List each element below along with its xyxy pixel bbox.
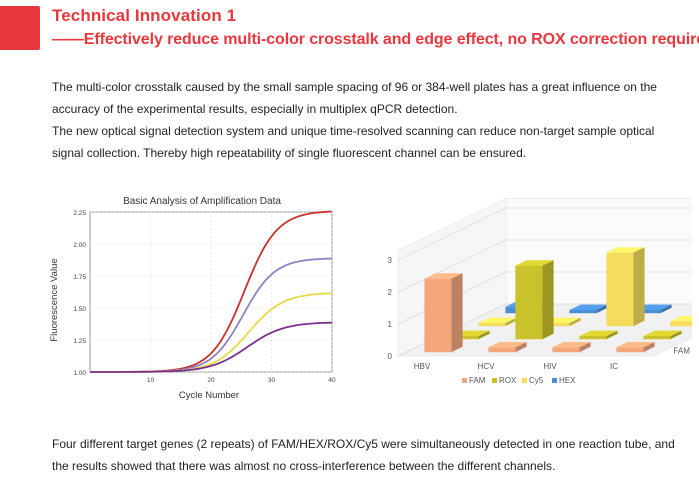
series-depth-label: FAM	[674, 347, 691, 356]
bar-rox-hcv	[515, 260, 554, 340]
z-tick-label: 3	[388, 256, 393, 265]
z-tick-label: 0	[388, 352, 393, 361]
legend-swatch	[492, 378, 497, 383]
legend-label: Cy5	[529, 376, 544, 385]
x-tick-label: 10	[147, 377, 155, 384]
page-title: Technical Innovation 1	[52, 6, 237, 25]
category-label: IC	[610, 362, 618, 371]
y-tick-label: 2.00	[73, 242, 86, 249]
x-axis-label: Cycle Number	[179, 390, 239, 401]
intro-paragraph: The multi-color crosstalk caused by the …	[52, 80, 657, 116]
category-label: HIV	[543, 362, 557, 371]
bar-cy5-ic	[670, 316, 692, 327]
y-tick-label: 2.25	[73, 210, 86, 217]
bar-hex-hcv	[569, 304, 608, 314]
bar-cy5-hiv	[606, 247, 645, 327]
y-tick-label: 1.50	[73, 306, 86, 313]
bar-fam-hiv	[552, 342, 591, 353]
y-tick-label: 1.75	[73, 274, 86, 281]
page-subtitle: ——Effectively reduce multi-color crossta…	[52, 31, 699, 48]
chart-title: Basic Analysis of Amplification Data	[123, 196, 281, 207]
x-tick-label: 30	[268, 377, 276, 384]
legend-swatch	[522, 378, 527, 383]
bar-cy5-hbv	[478, 317, 517, 327]
plot-area: 0123HBVHCVHIVICFAMROXCy5HEXFAMROXCy5HEX	[388, 197, 692, 385]
bar-fam-hbv	[424, 273, 463, 353]
detection-paragraph: The new optical signal detection system …	[52, 124, 655, 160]
y-tick-label: 1.00	[73, 370, 86, 377]
bar-rox-hiv	[579, 330, 618, 340]
crosstalk-3d-bar-chart: 0123HBVHCVHIVICFAMROXCy5HEXFAMROXCy5HEX	[388, 197, 692, 385]
amplification-line-chart: Basic Analysis of Amplification Data Flu…	[40, 188, 340, 404]
category-label: HCV	[478, 362, 496, 371]
bar-fam-hcv	[488, 342, 527, 353]
plot-area: 1.00 1.25 1.50 1.75 2.00 2.25 10 20 30 40	[73, 210, 336, 384]
z-gridline	[397, 207, 692, 261]
legend-label: FAM	[469, 376, 486, 385]
y-axis-label: Fluorescence Value	[49, 258, 60, 341]
header-accent-bar	[0, 6, 40, 50]
x-tick-label: 20	[207, 377, 215, 384]
category-label: HBV	[414, 362, 431, 371]
y-tick-label: 1.25	[73, 338, 86, 345]
bar-rox-ic	[643, 330, 682, 340]
z-tick-label: 1	[388, 320, 393, 329]
result-paragraph: Four different target genes (2 repeats) …	[52, 437, 675, 473]
x-tick-label: 40	[328, 377, 336, 384]
legend-label: ROX	[499, 376, 517, 385]
legend-swatch	[552, 378, 557, 383]
amplification-curve-4	[90, 321, 333, 373]
bar-fam-ic	[616, 342, 655, 353]
legend-swatch	[462, 378, 467, 383]
z-tick-label: 2	[388, 288, 393, 297]
legend-label: HEX	[559, 376, 576, 385]
